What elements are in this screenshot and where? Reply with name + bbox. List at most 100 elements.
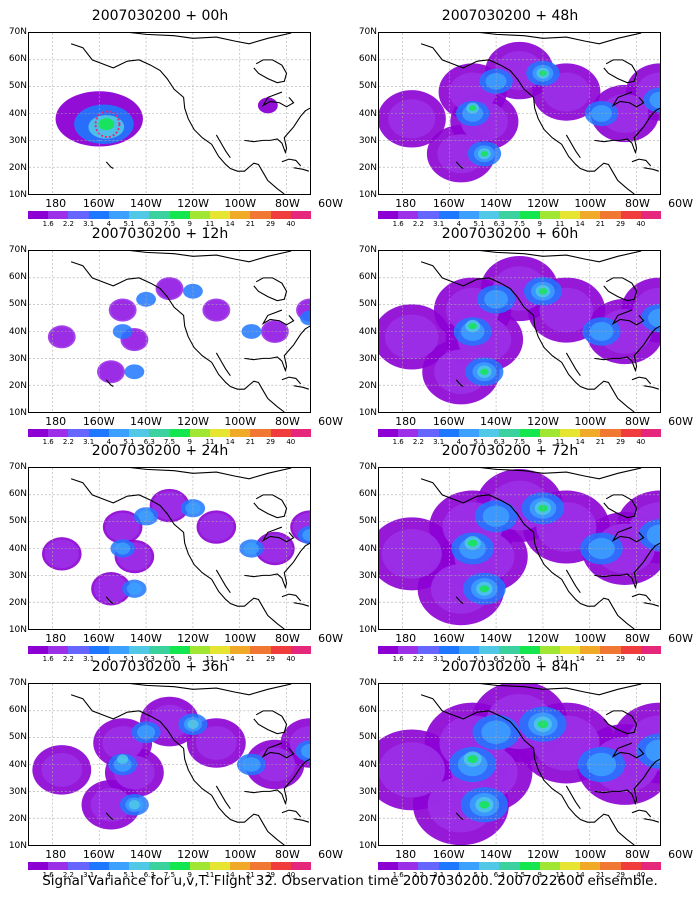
lon-tick-label: 80W (274, 848, 300, 861)
colorbar-tick-label: 1.6 (392, 438, 404, 446)
colorbar-tick-label: 9 (187, 220, 192, 228)
colorbar-tick-label: 21 (595, 871, 605, 879)
colorbar-tick-label: 3.1 (83, 438, 95, 446)
colorbar-swatch (290, 646, 312, 654)
coastline (129, 684, 292, 696)
coastline (281, 158, 302, 167)
colorbar-swatch (539, 862, 560, 870)
colorbar-swatch (88, 862, 109, 870)
lat-tick-label: 10N (358, 841, 377, 851)
panel-title: 2007030200 + 72h (441, 443, 579, 459)
colorbar (378, 646, 662, 654)
colorbar-tick-label: 14 (575, 871, 585, 879)
lon-tick-label: 140W (129, 415, 162, 428)
lat-tick-label: 30N (358, 353, 377, 364)
colorbar-tick-label: 5.1 (473, 220, 485, 228)
colorbar-swatch (129, 211, 150, 219)
lon-tick-label: 140W (129, 848, 162, 861)
colorbar-tick-label: 2.2 (412, 655, 424, 663)
coastline (611, 526, 645, 543)
map-panel-84h: 2007030200 + 84h 70N 60N 50N 40N 30N 20N 10N 18… (355, 659, 693, 879)
colorbar-tick-label: 11 (555, 871, 565, 879)
panel-title: 2007030200 + 36h (91, 659, 229, 675)
colorbar-swatch (149, 429, 170, 437)
colorbar-tick-label: 14 (225, 871, 235, 879)
colorbar-tick-label: 6.3 (143, 438, 155, 446)
colorbar-swatch (250, 429, 271, 437)
colorbar-swatch (209, 429, 231, 437)
lon-tick-label: 60W (668, 632, 694, 645)
colorbar-swatch (169, 211, 190, 219)
colorbar-swatch (189, 862, 210, 870)
colorbar-tick-label: 1.6 (392, 220, 404, 228)
coastline (455, 812, 464, 820)
variance-contour-high (479, 800, 490, 809)
colorbar-tick-label: 11 (555, 220, 565, 228)
colorbar-tick-label: 7.5 (513, 438, 526, 446)
colorbar-swatch (418, 429, 439, 437)
colorbar-tick-label: 9 (537, 438, 542, 446)
panel-title: 2007030200 + 12h (91, 226, 229, 242)
coastline (261, 742, 295, 759)
colorbar-tick-label: 7.5 (513, 220, 526, 228)
lat-tick-label: 50N (358, 516, 377, 527)
colorbar-swatch (290, 429, 312, 437)
colorbar-tick-label: 14 (225, 220, 235, 228)
lon-tick-label: 100W (224, 415, 257, 428)
coastline (643, 602, 659, 607)
colorbar (28, 646, 312, 654)
coastline (281, 809, 302, 818)
colorbar-swatch (108, 211, 130, 219)
lon-tick-label: 140W (129, 632, 162, 645)
map-canvas (379, 33, 660, 194)
colorbar-swatch (499, 862, 520, 870)
colorbar-tick-label: 2.2 (62, 438, 74, 446)
colorbar-tick-label: 6.3 (143, 220, 155, 228)
colorbar (28, 862, 312, 870)
colorbar-tick-label: 21 (595, 220, 605, 228)
lat-tick-label: 10N (358, 190, 377, 200)
coastline (603, 59, 638, 84)
colorbar-tick-label: 40 (286, 438, 296, 446)
colorbar-tick-label: 5.1 (473, 871, 485, 879)
colorbar-tick-label: 14 (225, 655, 235, 663)
colorbar-tick-label: 7.5 (163, 220, 176, 228)
map-area (28, 683, 311, 846)
coastline (253, 494, 288, 519)
lat-tick-label: 60N (8, 489, 27, 500)
lat-tick-label: 60N (8, 54, 27, 65)
lon-tick-label: 120W (177, 197, 210, 210)
coastline (261, 91, 295, 108)
colorbar-swatch (499, 646, 520, 654)
colorbar-tick-label: 40 (636, 438, 646, 446)
colorbar-swatch (499, 429, 520, 437)
colorbar-tick-label: 3.1 (433, 438, 445, 446)
variance-contour-low (384, 314, 439, 360)
coastline (293, 167, 309, 172)
variance-contour-low (41, 752, 83, 787)
lon-tick-label: 80W (274, 197, 300, 210)
colorbar-swatch (458, 211, 480, 219)
coastline (479, 251, 642, 263)
colorbar-tick-label: 40 (286, 871, 296, 879)
colorbar-swatch (398, 862, 419, 870)
colorbar-tick-label: 7.5 (163, 655, 176, 663)
colorbar-swatch (270, 862, 291, 870)
coastline (244, 325, 310, 373)
lat-tick-label: 30N (8, 786, 27, 797)
colorbar-swatch (640, 646, 662, 654)
lat-tick-label: 70N (8, 678, 27, 688)
colorbar-tick-label: 29 (266, 220, 276, 228)
map-area (378, 467, 661, 630)
coastline (643, 818, 659, 823)
map-panel-60h: 2007030200 + 60h 70N 60N 50N 40N 30N 20N 10N 18… (355, 226, 693, 446)
lon-tick-label: 180 (45, 848, 67, 861)
coastline (215, 569, 231, 594)
lon-tick-label: 160W (432, 415, 465, 428)
colorbar-swatch (250, 646, 271, 654)
colorbar-swatch (438, 429, 459, 437)
variance-contour-mid (649, 91, 660, 109)
map-canvas (379, 684, 660, 845)
colorbar-tick-label: 1.6 (392, 871, 404, 879)
colorbar-tick-label: 1.6 (42, 871, 54, 879)
